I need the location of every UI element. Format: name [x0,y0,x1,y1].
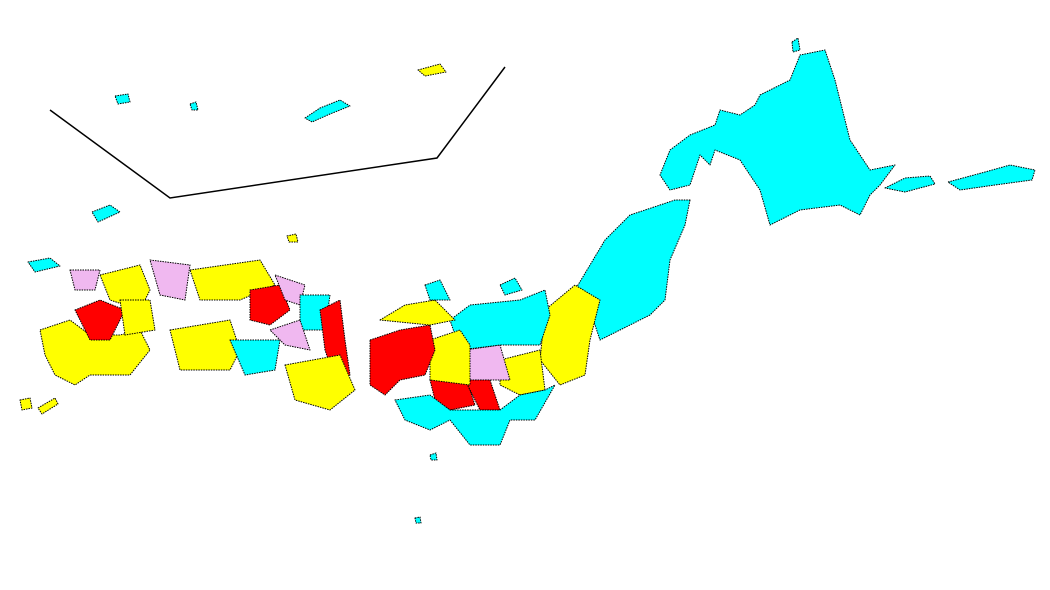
region-kuril-island-1 [884,175,936,193]
region-chubu-pink [464,344,511,381]
region-island-north [791,37,801,53]
region-izu-1 [429,452,438,461]
region-sado-island [499,277,523,296]
region-shikoku-yellow-west [169,319,241,371]
okinawa-inset-boundary-line [49,66,506,199]
region-chugoku-red [249,284,291,326]
region-kuril-island-2 [947,164,1036,191]
region-chugoku-yellow-west [99,264,151,311]
region-kanto-central [499,349,546,396]
region-yakushima [19,397,33,411]
region-okinawa-1 [304,99,351,123]
region-chugoku-pink [149,259,191,301]
region-okinawa-3 [114,93,131,105]
region-chugoku-pink-east [274,274,306,306]
region-hokuriku-yellow [379,299,456,326]
region-chubu-yellow [429,329,471,386]
region-kanto-north [539,284,601,386]
region-kinki-red [369,324,436,396]
region-pacific-coast [394,384,556,446]
region-noto [424,279,451,301]
region-shikoku-yellow-east [284,354,356,411]
region-kyushu-south [39,319,151,386]
region-shikoku-pink [269,319,311,351]
region-tsushima [27,257,61,273]
region-okinawa-2 [417,63,447,77]
region-kyushu-east [119,299,156,336]
region-tanegashima [37,397,59,415]
region-oki [286,233,299,243]
region-chubu-red-east [464,379,501,411]
region-okinawa-4 [189,101,199,111]
region-izu-2 [414,516,422,524]
region-hokkaido [659,49,896,226]
region-shikoku-cyan [229,339,281,376]
region-goto [91,204,121,223]
region-kyushu-pink [69,269,101,291]
region-kyushu-red [74,299,126,341]
region-hokuriku-coast [449,289,551,351]
prefecture-regions [19,37,1036,524]
